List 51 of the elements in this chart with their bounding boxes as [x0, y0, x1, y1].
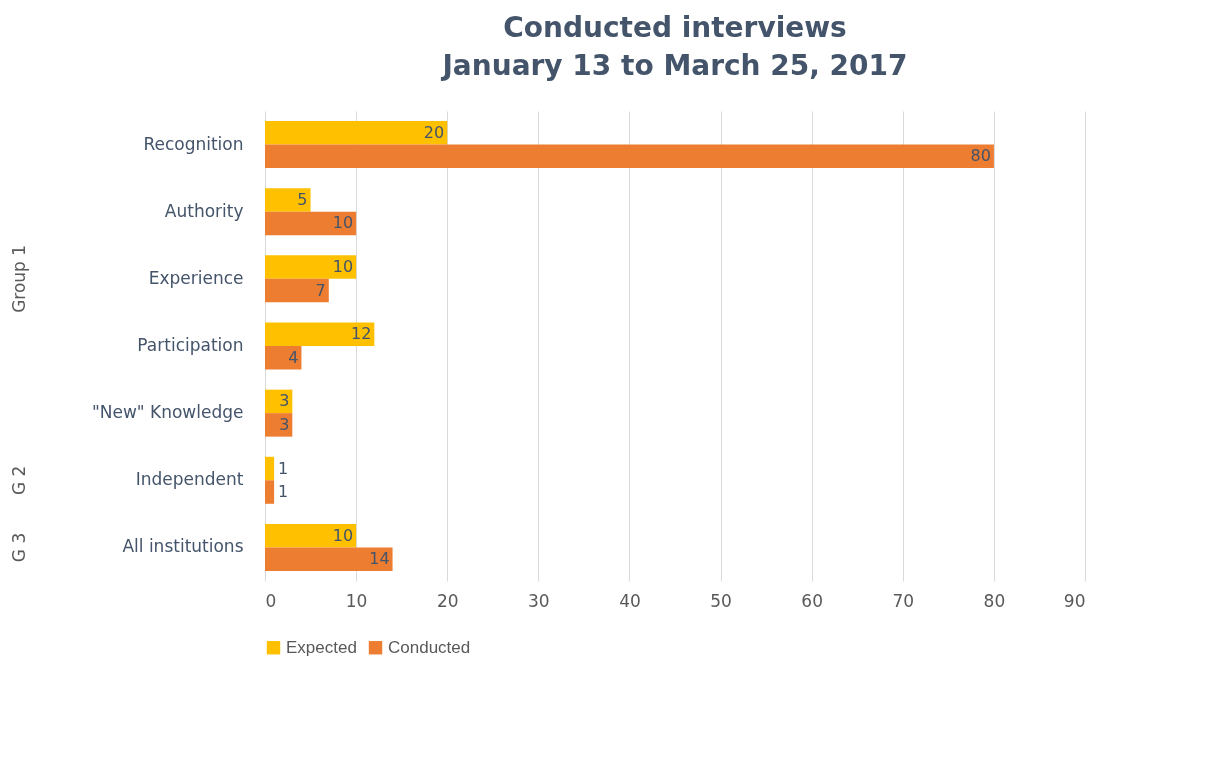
- data-label: 10: [332, 257, 354, 277]
- bar: [265, 523, 357, 548]
- data-label: 10: [332, 213, 354, 233]
- data-label: 20: [423, 122, 445, 142]
- text: G 3: [9, 532, 29, 563]
- y-tick-label: Participation: [137, 335, 244, 355]
- data-label: 4: [288, 347, 299, 367]
- legend-label: Expected: [286, 637, 357, 657]
- y-tick-label: All institutions: [122, 536, 244, 557]
- data-label: 7: [315, 280, 326, 300]
- x-tick-label: 40: [619, 590, 641, 611]
- data-label: 10: [332, 525, 354, 545]
- legend-label: Conducted: [388, 637, 471, 657]
- bar: [265, 456, 275, 481]
- chart-title: Conducted interviews: [503, 11, 847, 44]
- bar: [265, 547, 393, 571]
- y-tick-label: Independent: [135, 469, 244, 490]
- x-tick-label: 90: [1063, 590, 1086, 611]
- data-label: 3: [279, 414, 290, 434]
- bar: [265, 144, 994, 169]
- y-tick-label: Authority: [164, 200, 244, 221]
- y-tick-label: Recognition: [143, 133, 244, 154]
- x-tick-label: 30: [528, 590, 550, 611]
- y-tick-label: "New" Knowledge: [91, 402, 244, 423]
- bar: [265, 413, 293, 437]
- data-label: 1: [278, 458, 289, 478]
- bar: [265, 255, 357, 279]
- x-tick-label: 0: [265, 590, 277, 611]
- x-tick-label: 20: [436, 590, 459, 611]
- data-label: 3: [279, 391, 290, 411]
- data-label: 12: [350, 324, 372, 344]
- text: G 2: [9, 465, 29, 495]
- data-label: 80: [970, 146, 991, 166]
- x-tick-label: 70: [892, 590, 915, 611]
- data-label: 5: [297, 189, 308, 209]
- y-tick-label: Experience: [148, 267, 244, 288]
- bar: [265, 278, 329, 303]
- text: Group 1: [9, 244, 29, 313]
- x-tick-label: 10: [345, 590, 368, 611]
- bar: [265, 322, 375, 346]
- x-tick-label: 50: [710, 590, 732, 611]
- x-tick-label: 80: [983, 590, 1006, 611]
- bar: [265, 188, 311, 212]
- data-label: 1: [278, 482, 289, 502]
- data-label: 14: [369, 549, 390, 569]
- chart-subtitle: January 13 to March 25, 2017: [440, 49, 908, 82]
- bar: [265, 480, 275, 504]
- bar: [265, 346, 302, 370]
- bar: [265, 121, 448, 145]
- bar: [265, 211, 357, 236]
- x-tick-label: 60: [801, 590, 823, 611]
